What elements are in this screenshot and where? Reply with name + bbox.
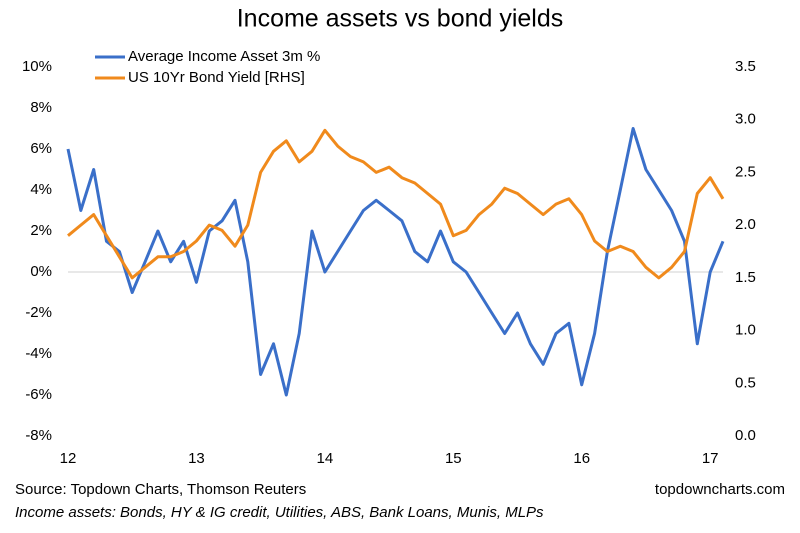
y2-tick-label: 3.0 (735, 111, 756, 128)
chart-title: Income assets vs bond yields (237, 5, 564, 33)
y2-tick-label: 0.5 (735, 374, 756, 391)
y2-tick-label: 0.0 (735, 427, 756, 444)
source: Source: Topdown Charts, Thomson Reuters (15, 481, 306, 498)
watermark: topdowncharts.com (655, 481, 785, 498)
legend-label: US 10Yr Bond Yield [RHS] (128, 69, 305, 86)
x-tick-label: 15 (445, 450, 462, 467)
legend-label: Average Income Asset 3m % (128, 48, 320, 65)
x-tick-label: 14 (317, 450, 334, 467)
series-line (66, 127, 725, 397)
y-tick-label: 6% (30, 140, 52, 157)
y-tick-label: -2% (25, 304, 52, 321)
y-tick-label: 4% (30, 181, 52, 198)
y2-tick-label: 2.0 (735, 216, 756, 233)
y2-tick-label: 3.5 (735, 58, 756, 75)
y2-tick-label: 2.5 (735, 163, 756, 180)
y-tick-label: 8% (30, 99, 52, 116)
y-tick-label: 2% (30, 222, 52, 239)
x-tick-label: 17 (702, 450, 719, 467)
y-tick-label: -6% (25, 386, 52, 403)
y2-tick-label: 1.0 (735, 322, 756, 339)
y-tick-label: 0% (30, 263, 52, 280)
series-line (67, 128, 725, 280)
y-tick-label: -4% (25, 345, 52, 362)
x-tick-label: 12 (60, 450, 77, 467)
x-tick-label: 13 (188, 450, 205, 467)
x-tick-label: 16 (573, 450, 590, 467)
note: Income assets: Bonds, HY & IG credit, Ut… (15, 504, 544, 521)
y-tick-label: -8% (25, 427, 52, 444)
y2-tick-label: 1.5 (735, 269, 756, 286)
y-tick-label: 10% (22, 58, 52, 75)
